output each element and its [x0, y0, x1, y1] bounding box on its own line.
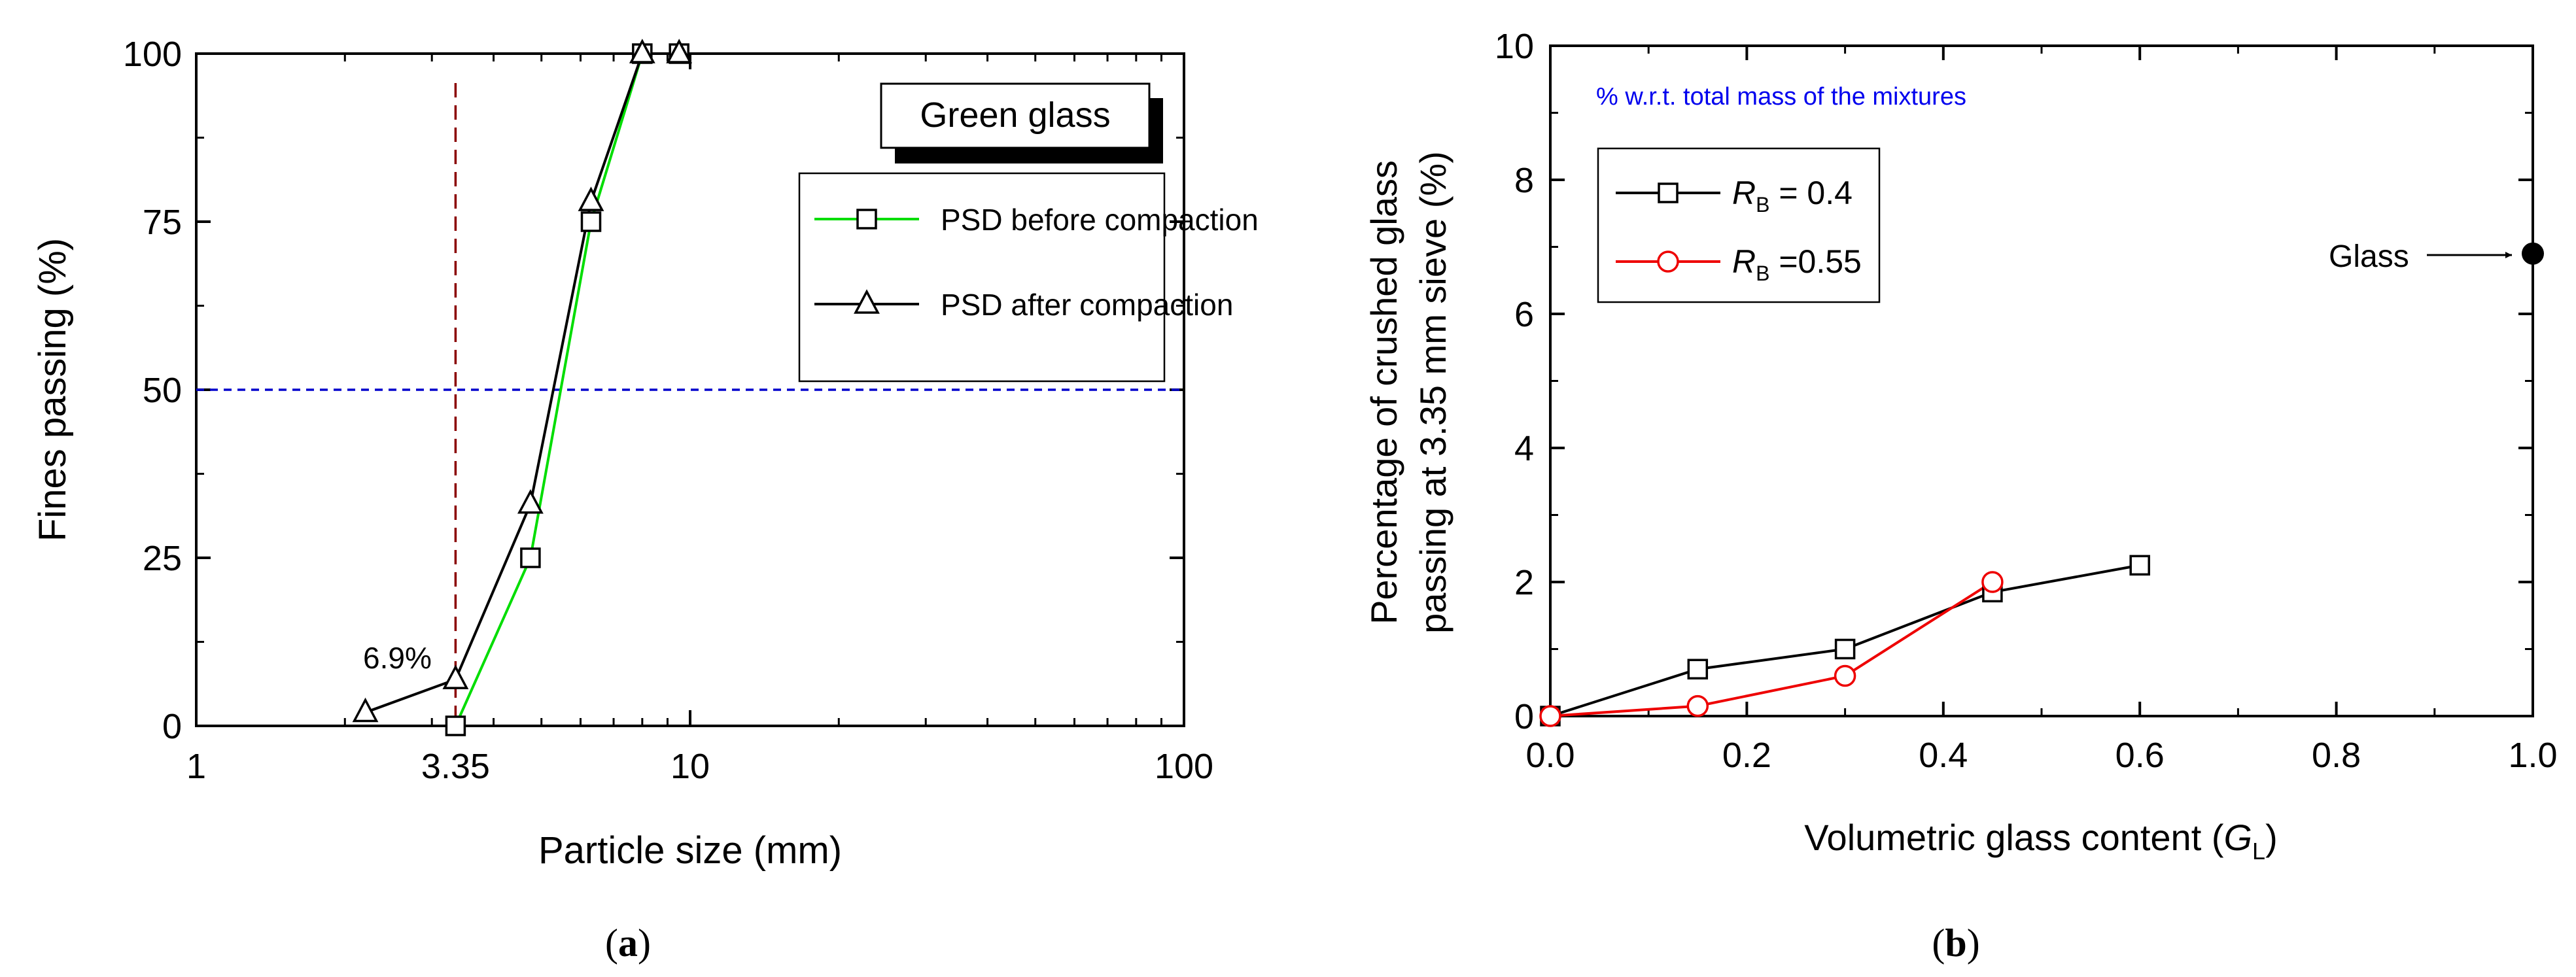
panel-b-x-tick-label: 0.8	[2312, 736, 2361, 775]
panel-a-legend-label-before: PSD before compaction	[941, 203, 1259, 237]
panel-a-y-tick-label: 25	[143, 539, 182, 578]
panel-b-glass-point	[2522, 242, 2544, 265]
panel-a-legend: PSD before compaction PSD after compacti…	[798, 172, 1259, 383]
panel-a-x-tick-label: 1	[186, 747, 206, 786]
panel-b-data-point-2	[1539, 705, 1561, 727]
panel-a-data-point-2	[517, 489, 544, 514]
panel-b-x-tick-label: 0.4	[1919, 736, 1968, 775]
panel-b-data-point-1	[2129, 555, 2150, 576]
panel-a-data-point-2	[352, 697, 379, 723]
panel-a-x-axis-label: Particle size (mm)	[538, 829, 842, 872]
panel-b-plot-frame	[1549, 44, 2534, 717]
panel-a-sample-label-box: Green glass	[880, 82, 1163, 163]
panel-a-y-axis-label: Fines passing (%)	[31, 238, 74, 541]
panel-b-y-tick-label: 6	[1514, 295, 1534, 334]
panel-b-data-point-2	[1686, 694, 1709, 717]
panel-a-data-point-1	[520, 547, 541, 568]
panel-a-reference-label: 3.35	[421, 747, 490, 786]
panel-b-x-tick-label: 0.6	[2115, 736, 2165, 775]
panel-a-x-ticks: 1 10 100	[186, 54, 1213, 786]
panel-b-y-axis-label-line-1: Percentage of crushed glass	[1363, 160, 1404, 625]
panel-a-data-point-2	[666, 39, 693, 63]
panel-a-legend-marker-square	[856, 209, 877, 230]
panel-a-y-tick-label: 100	[123, 35, 182, 74]
panel-b-y-tick-label: 2	[1514, 563, 1534, 602]
panel-a-caption: (a)	[605, 921, 651, 965]
panel-a-data-point-1	[580, 211, 602, 232]
panel-b-glass-label: Glass	[2329, 239, 2409, 274]
panel-b-data-point-1	[1687, 659, 1709, 679]
panel-b-y-axis-label-line-2: passing at 3.35 mm sieve (%)	[1412, 151, 1453, 634]
panel-a-series	[352, 39, 693, 736]
panel-a-y-tick-label: 0	[162, 707, 182, 746]
panel-b-legend-marker-circle	[1657, 250, 1679, 273]
panel-b-x-ticks: 0.0 0.2 0.4 0.6 0.8 1.0	[1525, 46, 2558, 775]
panel-b-y-tick-label: 8	[1514, 161, 1534, 200]
panel-a-legend-marker-triangle	[854, 289, 880, 314]
panel-b-series	[1539, 555, 2150, 727]
panel-a-x-tick-label: 10	[670, 747, 710, 786]
panel-b-data-point-2	[1981, 571, 2004, 593]
panel-b-x-tick-label: 0.2	[1722, 736, 1771, 775]
panel-a-sample-label: Green glass	[920, 95, 1110, 135]
panel-a-y-tick-label: 50	[143, 371, 182, 410]
panel-b-legend: RB = 0.4 RB =0.55	[1597, 147, 1881, 303]
panel-a-legend-label-after: PSD after compaction	[941, 288, 1233, 322]
panel-a-y-tick-label: 75	[143, 203, 182, 242]
panel-b-x-axis-label: Volumetric glass content (GL)	[1804, 817, 2277, 865]
panel-a-legend-frame	[798, 172, 1166, 383]
panel-b-data-point-2	[1834, 664, 1856, 687]
panel-b-y-tick-label: 0	[1514, 697, 1534, 736]
panel-b-x-tick-label: 1.0	[2508, 736, 2557, 775]
panel-a-reference-lines: 3.35	[196, 83, 1184, 786]
panel-b-legend-marker-square	[1658, 182, 1679, 203]
panel-a-data-point-2	[629, 39, 655, 63]
panel-a-annotation: 6.9%	[363, 641, 432, 675]
panel-b-y-ticks: 0 2 4 6 8 10	[1495, 27, 2533, 736]
panel-a-series-line-2	[364, 52, 680, 714]
panel-b-x-tick-label: 0.0	[1525, 736, 1575, 775]
panel-a: 0 25 50 75 100 1 10 100 3.35 6.9% Particle siz…	[31, 35, 1259, 965]
panel-b-caption: (b)	[1932, 921, 1979, 965]
panel-b-legend-frame	[1597, 147, 1881, 303]
panel-b-note: % w.r.t. total mass of the mixtures	[1596, 83, 1966, 111]
panel-a-x-tick-label: 100	[1155, 747, 1213, 786]
panel-b-glass-point-group: Glass	[2329, 239, 2544, 274]
panel-a-y-ticks: 0 25 50 75 100	[123, 35, 1184, 746]
panel-b-y-tick-label: 10	[1495, 27, 1534, 66]
panel-b-series-line-2	[1550, 581, 1993, 717]
panel-a-data-point-1	[445, 715, 466, 736]
panel-a-data-point-2	[442, 664, 469, 689]
panel-b-legend-label-2: RB =0.55	[1732, 243, 1862, 285]
panel-a-sample-label-frame	[880, 82, 1151, 149]
panel-b-data-point-1	[1834, 638, 1856, 660]
panel-b-y-tick-label: 4	[1514, 429, 1534, 468]
panel-b-legend-label-1: RB = 0.4	[1732, 175, 1853, 216]
panel-b: 0 2 4 6 8 10 0.0 0.2 0.4 0.6 0.8 1.0 % w.r.t. tota…	[1363, 27, 2558, 965]
panel-a-data-point-2	[578, 186, 604, 211]
